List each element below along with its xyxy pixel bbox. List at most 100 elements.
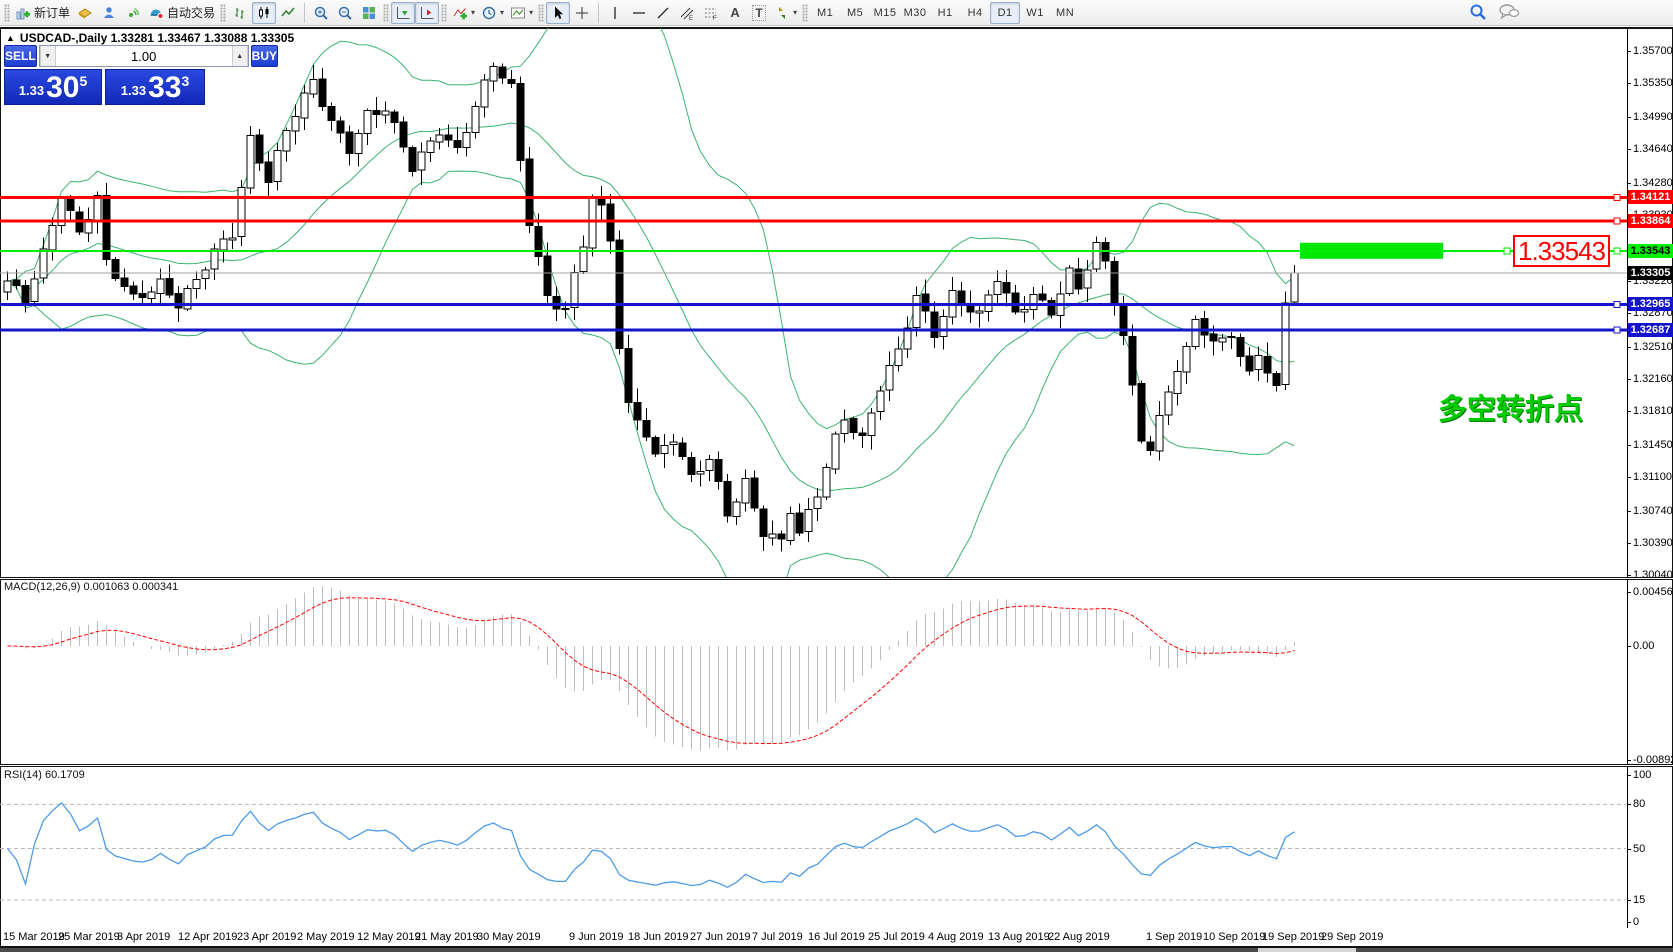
metaeditor-icon [77, 5, 93, 21]
bar-chart-icon [232, 5, 248, 21]
chart-shift-button[interactable] [415, 1, 440, 24]
price-tick-label: 1.34280 [1627, 176, 1673, 190]
rsi-panel-separator[interactable] [0, 764, 1673, 767]
macd-axis-label: -0.008929 [1627, 753, 1673, 767]
price-callout-box[interactable]: 1.33543 [1513, 235, 1610, 267]
horizontal-line-icon [631, 5, 647, 21]
price-tick-label: 1.34990 [1627, 110, 1673, 124]
macd-axis-label: 0.004568 [1627, 585, 1673, 599]
price-chart-canvas[interactable] [0, 28, 1673, 928]
volume-spinner: ▼ ▲ [38, 45, 249, 67]
text-tool-button[interactable]: A [723, 2, 747, 24]
bollinger-bands [7, 28, 1295, 577]
date-tick-label: 10 Sep 2019 [1203, 931, 1266, 943]
date-tick-label: 2 May 2019 [297, 931, 355, 943]
scrollbar-thumb[interactable] [1258, 948, 1356, 952]
price-level-badge: 1.33864 [1628, 214, 1673, 229]
toolbar-drag-handle[interactable] [220, 3, 227, 22]
trendline-icon [655, 5, 671, 21]
templates-button[interactable]: ▾ [507, 2, 536, 24]
tile-windows-icon [361, 5, 377, 21]
fibonacci-tool-button[interactable]: F [699, 2, 723, 24]
search-icon[interactable] [1468, 2, 1488, 27]
timeframe-d1-button[interactable]: D1 [990, 1, 1021, 24]
date-tick-label: 1 Sep 2019 [1146, 931, 1203, 943]
signals-button[interactable] [121, 2, 145, 24]
timeframe-mn-button[interactable]: MN [1050, 2, 1080, 24]
macd-panel-separator[interactable] [0, 577, 1673, 580]
auto-scroll-icon [395, 5, 411, 21]
date-tick-label: 19 Sep 2019 [1262, 931, 1325, 943]
price-level-badge: 1.32965 [1628, 297, 1673, 312]
sell-button[interactable]: SELL [4, 45, 37, 67]
toolbar-drag-handle[interactable] [441, 3, 448, 22]
zoom-in-button[interactable] [309, 2, 333, 24]
community-button[interactable] [97, 2, 121, 24]
text-label-tool-button[interactable]: T [747, 2, 771, 24]
price-tick-label: 1.31450 [1627, 438, 1673, 452]
macd-axis-label: 0.00 [1627, 639, 1673, 653]
horizontal-scrollbar[interactable] [0, 948, 1673, 952]
arrows-tool-button[interactable]: ▾ [771, 2, 800, 24]
volume-input[interactable] [55, 46, 232, 66]
new-order-button[interactable]: 新订单 [12, 2, 73, 24]
toolbar-drag-handle[interactable] [802, 3, 809, 22]
timeframe-m30-button[interactable]: M30 [900, 2, 930, 24]
buy-price-pips: 33 [148, 71, 182, 104]
indicators-icon [452, 5, 468, 21]
dropdown-caret-icon: ▾ [529, 7, 534, 17]
candlestick-chart-button[interactable] [252, 1, 277, 24]
timeframe-w1-button[interactable]: W1 [1020, 2, 1050, 24]
sell-price-point: 5 [79, 73, 88, 89]
horizontal-level-lines[interactable] [0, 193, 1627, 334]
macd-label: MACD(12,26,9) 0.001063 0.000341 [4, 581, 179, 593]
date-tick-label: 9 Jun 2019 [569, 931, 624, 943]
rsi-axis-label: 100 [1627, 768, 1673, 782]
bar-chart-button[interactable] [228, 2, 252, 24]
toolbar-drag-handle[interactable] [4, 3, 10, 22]
zoom-out-icon [337, 5, 353, 21]
chat-icon[interactable] [1498, 2, 1520, 27]
cursor-tool-button[interactable] [546, 1, 571, 24]
templates-icon [510, 5, 526, 21]
macd-histogram [16, 586, 1295, 751]
cursor-icon [550, 5, 566, 21]
toolbar-drag-handle[interactable] [538, 3, 545, 22]
vertical-line-tool-button[interactable] [603, 2, 627, 24]
zoom-out-button[interactable] [333, 2, 357, 24]
periods-clock-icon [481, 5, 497, 21]
sell-price-prefix: 1.33 [18, 83, 45, 98]
toolbar-drag-handle[interactable] [383, 3, 390, 22]
timeframe-h4-button[interactable]: H4 [960, 2, 990, 24]
dropdown-caret-icon: ▾ [471, 7, 476, 17]
dropdown-caret-icon: ▾ [500, 7, 505, 17]
timeframe-h1-button[interactable]: H1 [930, 2, 960, 24]
line-chart-button[interactable] [276, 2, 300, 24]
candlestick-chart-icon [256, 5, 272, 21]
svg-text:E: E [689, 16, 693, 21]
channel-tool-button[interactable]: E [675, 2, 699, 24]
price-tick-label: 1.35350 [1627, 76, 1673, 90]
timeframe-m5-button[interactable]: M5 [840, 2, 870, 24]
auto-scroll-button[interactable] [391, 1, 416, 24]
collapse-arrow-icon[interactable]: ▲ [6, 33, 15, 43]
sell-price-button[interactable]: 1.33 30 5 [4, 69, 102, 105]
periods-button[interactable]: ▾ [478, 2, 507, 24]
buy-price-button[interactable]: 1.33 33 3 [105, 69, 205, 105]
trendline-tool-button[interactable] [651, 2, 675, 24]
metaeditor-button[interactable] [73, 2, 97, 24]
auto-trading-label: 自动交易 [167, 6, 216, 20]
timeframe-m1-button[interactable]: M1 [810, 2, 840, 24]
rsi-axis-label: 0 [1627, 915, 1673, 929]
buy-button[interactable]: BUY [250, 45, 279, 67]
pivot-annotation-text[interactable]: 多空转折点 [1438, 394, 1584, 426]
tile-windows-button[interactable] [357, 2, 381, 24]
volume-up-button[interactable]: ▲ [231, 46, 248, 66]
indicators-button[interactable]: ▾ [449, 2, 478, 24]
horizontal-line-tool-button[interactable] [627, 2, 651, 24]
volume-down-button[interactable]: ▼ [39, 46, 56, 66]
crosshair-tool-button[interactable] [570, 2, 594, 24]
auto-trading-button[interactable]: 自动交易 [145, 2, 218, 24]
timeframe-m15-button[interactable]: M15 [870, 2, 900, 24]
